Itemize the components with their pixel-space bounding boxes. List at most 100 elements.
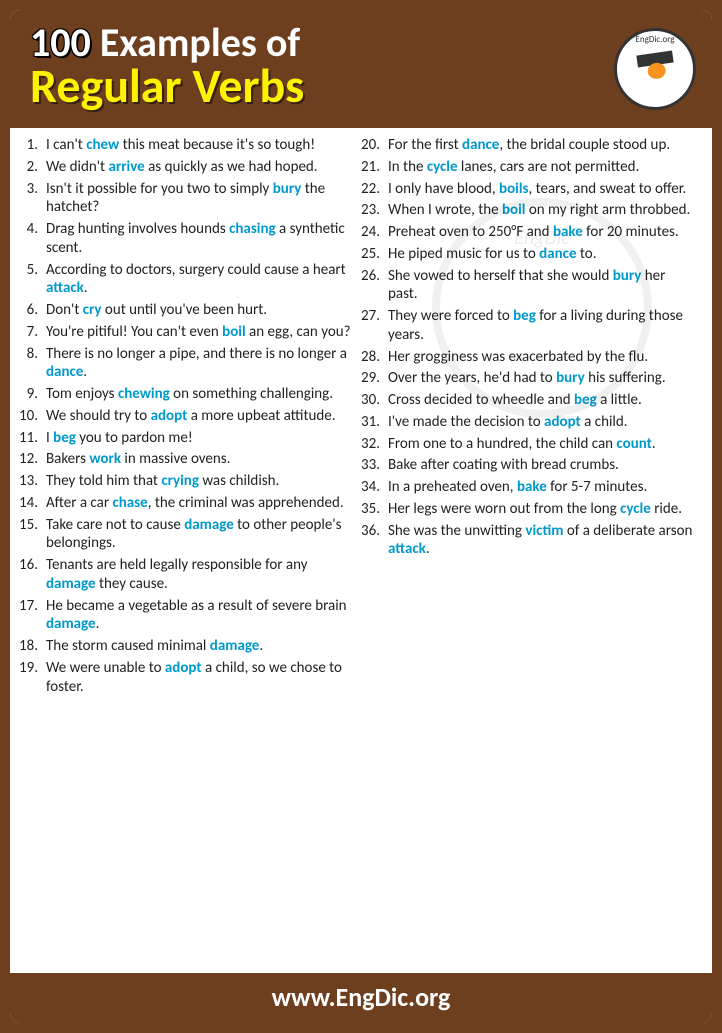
list-item: 14.After a car chase, the criminal was a… [18,494,360,513]
list-item: 11.I beg you to pardon me! [18,429,360,448]
item-text: Her grogginess was exacerbated by the fl… [388,348,698,367]
highlighted-verb: cycle [620,500,651,518]
right-column: 20.For the first dance, the bridal coupl… [360,136,702,967]
item-text: In a preheated oven, bake for 5-7 minute… [388,478,698,497]
list-item: 23.When I wrote, the boil on my right ar… [360,201,702,220]
item-number: 10. [18,407,46,426]
item-number: 31. [360,413,388,432]
highlighted-verb: cry [83,301,102,319]
list-item: 12.Bakers work in massive ovens. [18,450,360,469]
example-list-left: 1.I can't chew this meat because it's so… [18,136,360,696]
item-number: 8. [18,345,46,383]
list-item: 28.Her grogginess was exacerbated by the… [360,348,702,367]
logo-text: EngDic.org [617,35,693,45]
item-text: We didn't arrive as quickly as we had ho… [46,158,356,177]
list-item: 19.We were unable to adopt a child, so w… [18,659,360,697]
highlighted-verb: arrive [108,158,144,176]
item-number: 36. [360,522,388,560]
item-number: 24. [360,223,388,242]
highlighted-verb: damage [46,615,96,633]
item-number: 4. [18,220,46,258]
highlighted-verb: chewing [118,385,170,403]
footer: www.EngDic.org [10,973,712,1023]
list-item: 34.In a preheated oven, bake for 5-7 min… [360,478,702,497]
highlighted-verb: attack [388,540,426,558]
list-item: 3.Isn't it possible for you two to simpl… [18,180,360,218]
list-item: 36.She was the unwitting victim of a del… [360,522,702,560]
list-item: 24.Preheat oven to 250°F and bake for 20… [360,223,702,242]
highlighted-verb: count [616,435,651,453]
list-item: 18.The storm caused minimal damage. [18,637,360,656]
item-number: 21. [360,158,388,177]
highlighted-verb: bake [517,478,547,496]
highlighted-verb: chasing [229,220,276,238]
item-text: We should try to adopt a more upbeat att… [46,407,356,426]
item-text: Take care not to cause damage to other p… [46,516,356,554]
list-item: 26.She vowed to herself that she would b… [360,267,702,305]
highlighted-verb: dance [46,363,83,381]
list-item: 10.We should try to adopt a more upbeat … [18,407,360,426]
highlighted-verb: crying [161,472,199,490]
item-text: There is no longer a pipe, and there is … [46,345,356,383]
highlighted-verb: damage [46,575,96,593]
highlighted-verb: boil [502,201,525,219]
item-number: 1. [18,136,46,155]
list-item: 13.They told him that crying was childis… [18,472,360,491]
graduation-cap-icon [636,51,673,68]
highlighted-verb: damage [210,637,260,655]
item-number: 14. [18,494,46,513]
outer-border: 100 Examples of Regular Verbs EngDic.org… [0,0,722,1033]
item-number: 7. [18,323,46,342]
item-text: Preheat oven to 250°F and bake for 20 mi… [388,223,698,242]
item-number: 3. [18,180,46,218]
list-item: 2.We didn't arrive as quickly as we had … [18,158,360,177]
title-line-2: Regular Verbs [30,62,692,110]
item-text: He piped music for us to dance to. [388,245,698,264]
highlighted-verb: adopt [544,413,581,431]
item-text: Over the years, he'd had to bury his suf… [388,369,698,388]
item-number: 23. [360,201,388,220]
item-text: Drag hunting involves hounds chasing a s… [46,220,356,258]
list-item: 4.Drag hunting involves hounds chasing a… [18,220,360,258]
list-item: 22.I only have blood, boils, tears, and … [360,180,702,199]
item-number: 19. [18,659,46,697]
item-text: I only have blood, boils, tears, and swe… [388,180,698,199]
footer-url: www.EngDic.org [272,981,451,1013]
list-item: 27.They were forced to beg for a living … [360,307,702,345]
list-item: 20.For the first dance, the bridal coupl… [360,136,702,155]
item-number: 16. [18,556,46,594]
item-text: Tenants are held legally responsible for… [46,556,356,594]
item-number: 15. [18,516,46,554]
example-list-right: 20.For the first dance, the bridal coupl… [360,136,702,559]
item-text: She vowed to herself that she would bury… [388,267,698,305]
list-item: 21.In the cycle lanes, cars are not perm… [360,158,702,177]
list-item: 35.Her legs were worn out from the long … [360,500,702,519]
item-text: From one to a hundred, the child can cou… [388,435,698,454]
item-text: Isn't it possible for you two to simply … [46,180,356,218]
list-item: 25.He piped music for us to dance to. [360,245,702,264]
highlighted-verb: adopt [165,659,202,677]
item-number: 27. [360,307,388,345]
highlighted-verb: cycle [427,158,458,176]
item-number: 26. [360,267,388,305]
list-item: 7.You're pitiful! You can't even boil an… [18,323,360,342]
item-text: She was the unwitting victim of a delibe… [388,522,698,560]
item-text: For the first dance, the bridal couple s… [388,136,698,155]
item-text: I've made the decision to adopt a child. [388,413,698,432]
item-text: I beg you to pardon me! [46,429,356,448]
item-text: Tom enjoys chewing on something challeng… [46,385,356,404]
list-item: 8.There is no longer a pipe, and there i… [18,345,360,383]
item-text: The storm caused minimal damage. [46,637,356,656]
item-number: 12. [18,450,46,469]
item-number: 18. [18,637,46,656]
item-number: 11. [18,429,46,448]
item-text: I can't chew this meat because it's so t… [46,136,356,155]
highlighted-verb: beg [513,307,536,325]
item-number: 29. [360,369,388,388]
item-text: He became a vegetable as a result of sev… [46,597,356,635]
list-item: 30.Cross decided to wheedle and beg a li… [360,391,702,410]
highlighted-verb: boil [222,323,245,341]
highlighted-verb: bake [553,223,583,241]
item-number: 13. [18,472,46,491]
highlighted-verb: adopt [151,407,188,425]
